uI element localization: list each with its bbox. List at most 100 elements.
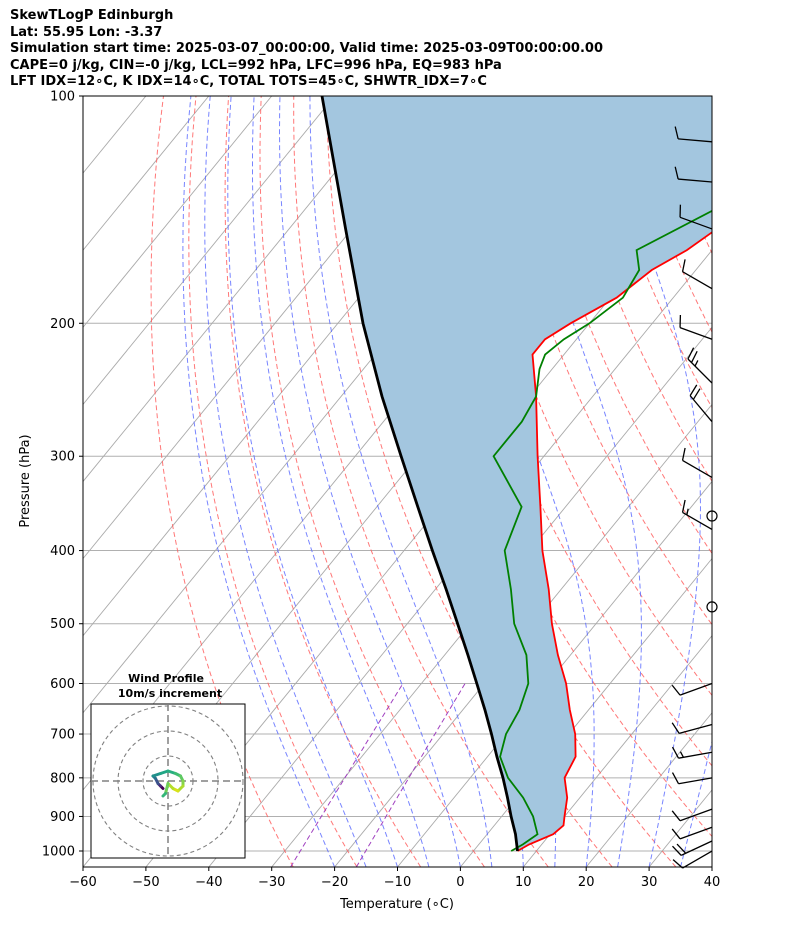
wind-barb xyxy=(672,840,713,856)
wind-barb xyxy=(671,772,713,785)
x-tick-label: 10 xyxy=(515,875,532,890)
barb-shaft xyxy=(679,826,713,840)
wind-barb xyxy=(681,499,713,530)
barb-flag xyxy=(672,859,683,869)
barb-flag xyxy=(681,447,686,461)
wind-barb xyxy=(689,384,713,423)
x-axis-ticks: −60 −50 −40 −30 −20 −10 0 10 20 30 40 xyxy=(69,867,720,890)
barb-shaft xyxy=(682,511,713,530)
barb-flag xyxy=(687,347,695,360)
barb-half-flag xyxy=(694,360,699,367)
header-line-indices: LFT IDX=12∘C, K IDX=14∘C, TOTAL TOTS=45∘… xyxy=(10,74,487,89)
wind-profile-subtitle: 10m/s increment xyxy=(118,687,222,700)
dry-adiabat xyxy=(488,96,712,626)
mixing-ratio-line xyxy=(290,683,404,867)
isotherm-line xyxy=(522,634,712,867)
barb-shaft xyxy=(687,358,713,384)
wind-barb xyxy=(671,722,713,734)
moist-adiabat xyxy=(182,96,336,867)
barb-shaft xyxy=(678,777,713,785)
barb-shaft xyxy=(689,395,713,423)
wind-barb xyxy=(679,314,713,340)
isotherm-line xyxy=(585,712,712,867)
x-axis-label: Temperature (∘C) xyxy=(339,897,454,912)
wind-barb xyxy=(671,808,713,822)
barb-shaft xyxy=(682,271,713,290)
barb-shaft xyxy=(678,751,713,759)
barb-flag xyxy=(679,314,682,328)
wind-barb xyxy=(671,826,713,840)
header-line-location: Lat: 55.95 Lon: -3.37 xyxy=(10,24,163,40)
header-line-times: Simulation start time: 2025-03-07_00:00:… xyxy=(10,41,603,56)
x-tick-label: 20 xyxy=(578,875,595,890)
dry-adiabat xyxy=(188,96,358,867)
barb-flag xyxy=(671,772,680,785)
isotherm-line xyxy=(83,96,210,251)
y-axis-label: Pressure (hPa) xyxy=(18,434,33,527)
parcel-path-line xyxy=(320,96,519,852)
x-tick-label: −10 xyxy=(384,875,411,890)
barb-flag xyxy=(681,259,686,272)
calm-wind-circle xyxy=(706,510,718,522)
dry-adiabat xyxy=(150,96,294,867)
isotherm-line xyxy=(711,866,712,867)
y-tick-label: 800 xyxy=(50,771,75,786)
barb-flag xyxy=(681,499,686,513)
barb-shaft xyxy=(679,682,713,696)
isotherm-line xyxy=(83,96,398,483)
moist-adiabat xyxy=(279,96,461,867)
barb-shaft xyxy=(679,808,713,822)
barb-shaft xyxy=(678,178,713,183)
dry-adiabat xyxy=(521,96,712,555)
barb-flag xyxy=(672,845,682,856)
x-tick-label: −20 xyxy=(321,875,348,890)
barb-flag xyxy=(671,746,680,759)
moist-adiabat xyxy=(442,96,595,867)
dry-adiabat xyxy=(259,96,485,867)
y-tick-label: 900 xyxy=(50,810,75,825)
barb-flag xyxy=(671,722,680,734)
wind-barb xyxy=(671,746,713,759)
barb-flag xyxy=(689,384,698,396)
wind-profile-title: Wind Profile xyxy=(128,672,204,685)
barb-shaft xyxy=(682,850,713,869)
barb-flag xyxy=(676,843,687,854)
barb-shaft xyxy=(679,327,713,340)
barb-flag xyxy=(692,388,701,400)
moist-adiabat xyxy=(711,865,712,867)
moist-adiabat xyxy=(227,96,398,867)
barb-shaft xyxy=(678,723,713,734)
x-tick-label: 40 xyxy=(704,875,721,890)
wind-barb xyxy=(679,204,713,230)
barb-shaft xyxy=(678,138,713,143)
wind-barb xyxy=(681,259,713,290)
x-tick-label: 30 xyxy=(641,875,658,890)
wind-profile-inset: Wind Profile 10m/s increment xyxy=(90,672,246,859)
barb-shaft xyxy=(679,216,713,230)
barb-flag xyxy=(671,810,681,822)
y-tick-label: 500 xyxy=(50,617,75,632)
hodograph-segment xyxy=(164,782,170,795)
dry-adiabat xyxy=(717,96,794,867)
moist-adiabat xyxy=(744,96,794,867)
wind-profile-plot xyxy=(91,704,245,858)
isotherm-line xyxy=(83,96,335,406)
barb-flag xyxy=(671,828,681,840)
x-tick-label: −40 xyxy=(195,875,222,890)
plot-area xyxy=(83,96,794,867)
calm-wind-circle xyxy=(706,601,718,613)
y-tick-label: 1000 xyxy=(42,845,75,860)
barb-flag xyxy=(671,684,681,696)
wind-barb xyxy=(674,166,713,183)
dewpoint-line xyxy=(492,209,712,852)
temperature-line xyxy=(517,231,712,852)
isotherm-line xyxy=(83,96,273,329)
y-tick-label: 400 xyxy=(50,544,75,559)
moist-adiabat xyxy=(600,96,702,867)
header-line-cape: CAPE=0 j/kg, CIN=-0 j/kg, LCL=992 hPa, L… xyxy=(10,57,502,73)
x-tick-label: −50 xyxy=(132,875,159,890)
cape-shaded-area xyxy=(322,96,712,851)
wind-barb xyxy=(674,126,713,143)
barb-flag xyxy=(674,166,679,180)
